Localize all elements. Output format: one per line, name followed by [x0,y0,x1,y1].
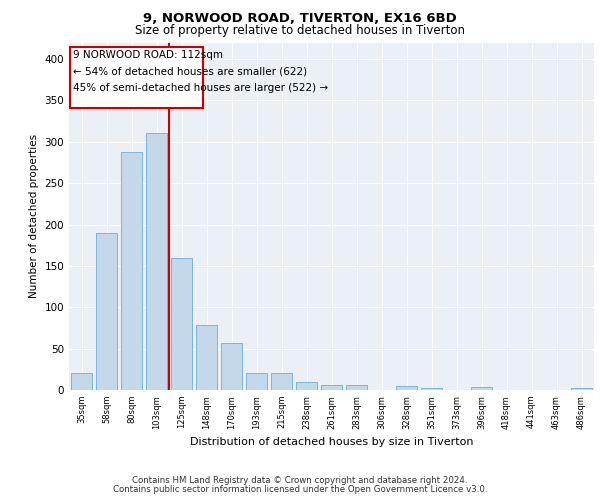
Bar [396,386,417,390]
Bar [296,382,317,390]
Bar [96,233,117,390]
Bar [246,374,267,390]
Bar [121,152,142,390]
Bar [171,258,192,390]
Text: Contains public sector information licensed under the Open Government Licence v3: Contains public sector information licen… [113,484,487,494]
Bar [271,374,292,390]
Bar [71,374,92,390]
Bar [196,326,217,390]
Text: Contains HM Land Registry data © Crown copyright and database right 2024.: Contains HM Land Registry data © Crown c… [132,476,468,485]
X-axis label: Distribution of detached houses by size in Tiverton: Distribution of detached houses by size … [190,437,473,447]
Text: 45% of semi-detached houses are larger (522) →: 45% of semi-detached houses are larger (… [73,83,328,93]
Text: 9, NORWOOD ROAD, TIVERTON, EX16 6BD: 9, NORWOOD ROAD, TIVERTON, EX16 6BD [143,12,457,26]
Bar [70,46,203,108]
Bar [346,385,367,390]
Text: 9 NORWOOD ROAD: 112sqm: 9 NORWOOD ROAD: 112sqm [73,50,223,60]
Bar [571,388,592,390]
Bar [471,386,492,390]
Y-axis label: Number of detached properties: Number of detached properties [29,134,39,298]
Bar [146,132,167,390]
Text: Size of property relative to detached houses in Tiverton: Size of property relative to detached ho… [135,24,465,37]
Bar [421,388,442,390]
Bar [321,385,342,390]
Text: ← 54% of detached houses are smaller (622): ← 54% of detached houses are smaller (62… [73,66,307,76]
Bar [221,343,242,390]
